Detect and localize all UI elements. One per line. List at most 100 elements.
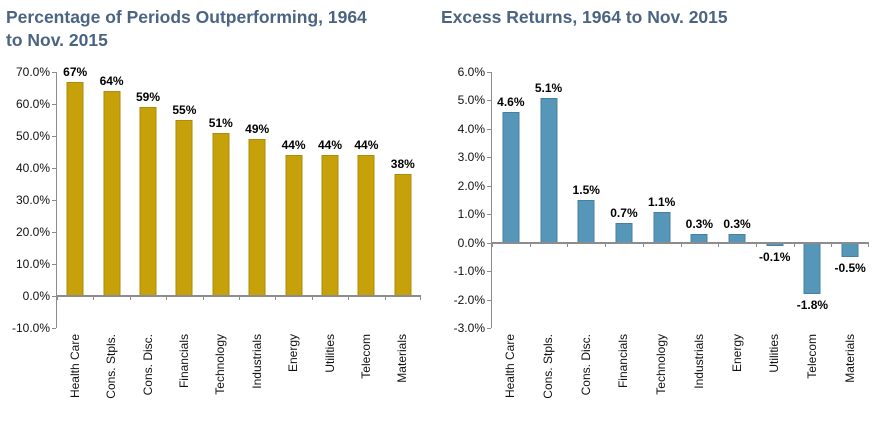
value-label: 51% — [208, 116, 233, 130]
bar-slot: 1.5% — [567, 72, 605, 328]
category-label: Financials — [176, 334, 191, 389]
category-label: Cons. Stpls. — [104, 334, 119, 399]
x-label-slot: Technology — [643, 334, 681, 424]
x-tick — [868, 243, 869, 247]
y-tick-label: -2.0% — [453, 293, 485, 307]
y-tick-label: 40.0% — [15, 161, 50, 175]
bar — [577, 200, 595, 243]
x-label-slot: Cons. Stpls. — [93, 334, 129, 424]
chart-title: Excess Returns, 1964 to Nov. 2015 — [441, 7, 728, 27]
x-tick — [420, 296, 421, 300]
x-tick — [348, 296, 350, 300]
bar — [502, 112, 520, 243]
bar-slot: 1.1% — [643, 72, 681, 328]
y-tick — [52, 72, 56, 73]
y-tick — [52, 136, 56, 137]
chart-title: Percentage of Periods Outperforming, 196… — [6, 7, 367, 51]
bar — [394, 174, 412, 296]
bar — [285, 155, 303, 296]
zero-line — [492, 242, 869, 244]
value-label: 49% — [245, 122, 270, 136]
bar-slot: 0.3% — [718, 72, 756, 328]
bar-slot: 0.3% — [681, 72, 719, 328]
y-axis: 70.0% 60.0% 50.0% 40.0% 30.0% 20.0% 10.0% 0.0% -… — [6, 65, 56, 335]
y-tick — [52, 264, 56, 265]
y-tick — [487, 72, 491, 73]
chart-percentage-outperforming: Percentage of Periods Outperforming, 196… — [0, 0, 437, 423]
category-label: Technology — [213, 334, 228, 395]
x-label-slot: Telecom — [348, 334, 384, 424]
bar-slot: 49% — [239, 72, 275, 328]
x-tick — [239, 296, 240, 300]
y-tick — [487, 300, 491, 301]
bar — [803, 243, 821, 294]
value-label: 38% — [390, 157, 415, 171]
value-label: 0.3% — [723, 217, 751, 231]
chart-body: 6.0% 5.0% 4.0% 3.0% 2.0% 1.0% 0.0% -1.0% -2.0% -3… — [441, 65, 869, 335]
x-label-slot: Energy — [718, 334, 756, 424]
x-tick — [793, 243, 795, 247]
x-tick — [529, 243, 531, 247]
x-tick — [129, 296, 131, 300]
bar-slot: 0.7% — [605, 72, 643, 328]
category-label: Telecom — [804, 334, 819, 379]
category-label: Financials — [616, 334, 631, 389]
bar — [357, 155, 375, 296]
bar-slot: 38% — [385, 72, 421, 328]
bar — [615, 223, 633, 243]
y-tick-label: -3.0% — [453, 321, 485, 335]
bar-slot: 59% — [130, 72, 166, 328]
y-tick — [487, 100, 491, 101]
x-axis-labels: Health Care Cons. Stpls. Cons. Disc. Financ… — [6, 334, 421, 424]
bar-slot: 44% — [312, 72, 348, 328]
bar-slot: 67% — [57, 65, 93, 328]
y-tick — [487, 271, 491, 272]
bar — [841, 243, 859, 257]
x-label-slot: Utilities — [756, 334, 794, 424]
y-tick — [487, 214, 491, 215]
value-label: 64% — [99, 74, 124, 88]
x-tick — [605, 243, 607, 247]
x-axis-labels: Health Care Cons. Stpls. Cons. Disc. Financ… — [441, 334, 869, 424]
bar-slot: -1.8% — [794, 72, 832, 328]
x-label-slot: Cons. Disc. — [567, 334, 605, 424]
value-label: 1.1% — [647, 195, 676, 209]
y-tick-label: 60.0% — [15, 97, 50, 111]
y-tick — [52, 232, 56, 233]
value-label: 5.1% — [534, 81, 563, 95]
x-tick — [57, 296, 58, 300]
x-label-slot: Cons. Disc. — [130, 334, 166, 424]
y-tick — [487, 243, 491, 244]
x-label-slots: Health Care Cons. Stpls. Cons. Disc. Financ… — [492, 334, 869, 424]
value-label: 44% — [354, 138, 379, 152]
bar-slot: 4.6% — [492, 72, 530, 328]
x-label-slot: Financials — [166, 334, 202, 424]
category-label: Utilities — [322, 334, 337, 373]
x-tick — [311, 296, 313, 300]
y-tick-label: -1.0% — [453, 264, 485, 278]
x-label-slot: Technology — [203, 334, 239, 424]
bar — [321, 155, 339, 296]
category-label: Cons. Stpls. — [541, 334, 556, 399]
y-tick-label: -10.0% — [11, 321, 50, 335]
category-label: Health Care — [503, 334, 518, 399]
x-tick — [642, 243, 644, 247]
y-tick — [487, 129, 491, 130]
y-tick — [487, 157, 491, 158]
bar-slot: 55% — [166, 72, 202, 328]
bar — [248, 139, 266, 296]
y-tick-label: 0.0% — [22, 289, 50, 303]
x-tick — [567, 243, 569, 247]
x-tick — [202, 296, 204, 300]
y-axis: 6.0% 5.0% 4.0% 3.0% 2.0% 1.0% 0.0% -1.0% -2.0% -3… — [441, 65, 491, 335]
x-tick — [384, 296, 386, 300]
plot-area: 4.6% 5.1% 1.5% 0.7% 1.1% 0.3% 0.3% -0.1% -1.8% -0… — [487, 72, 869, 329]
x-tick — [166, 296, 168, 300]
bar — [212, 133, 230, 296]
value-label: 59% — [135, 90, 160, 104]
bar — [653, 212, 671, 243]
category-label: Industrials — [691, 334, 706, 389]
category-label: Telecom — [358, 334, 373, 379]
x-tick — [275, 296, 277, 300]
